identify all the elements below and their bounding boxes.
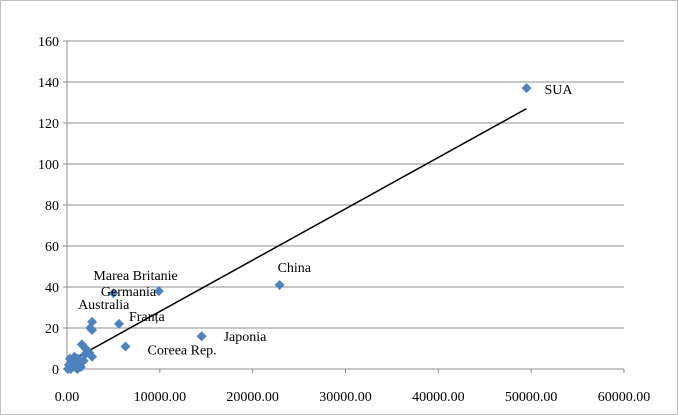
point-label: Coreea Rep. bbox=[147, 343, 216, 358]
point-label: SUA bbox=[545, 83, 574, 98]
y-tick-label: 60 bbox=[45, 240, 59, 255]
data-point bbox=[79, 349, 90, 360]
y-tick-label: 40 bbox=[45, 281, 59, 296]
x-tick-label: 0.00 bbox=[55, 390, 80, 405]
data-point bbox=[153, 286, 164, 297]
point-label: Franța bbox=[129, 310, 166, 325]
point-label: China bbox=[278, 261, 312, 276]
data-point bbox=[113, 318, 124, 329]
x-tick-label: 20000.00 bbox=[226, 390, 279, 405]
point-label: Germania bbox=[101, 285, 157, 300]
y-tick-label: 140 bbox=[38, 76, 59, 91]
data-point bbox=[108, 288, 119, 299]
data-point bbox=[87, 351, 98, 362]
point-label: Australia bbox=[78, 298, 130, 313]
data-point bbox=[78, 355, 89, 366]
trendline bbox=[66, 107, 527, 364]
x-tick-label: 10000.00 bbox=[134, 390, 187, 405]
data-point bbox=[65, 364, 76, 374]
y-tick-label: 120 bbox=[38, 117, 59, 132]
data-point bbox=[196, 331, 207, 342]
point-label: Marea Britanie bbox=[93, 269, 177, 284]
y-tick-label: 160 bbox=[38, 35, 59, 50]
data-point bbox=[120, 341, 131, 352]
x-tick-label: 40000.00 bbox=[412, 390, 465, 405]
data-point bbox=[521, 83, 532, 94]
y-tick-label: 100 bbox=[38, 158, 59, 173]
x-tick-label: 30000.00 bbox=[319, 390, 372, 405]
y-tick-label: 0 bbox=[52, 363, 59, 378]
x-tick-label: 60000.00 bbox=[598, 390, 651, 405]
y-tick-label: 20 bbox=[45, 322, 59, 337]
x-tick-label: 50000.00 bbox=[505, 390, 558, 405]
point-label: Japonia bbox=[224, 330, 268, 345]
data-point bbox=[72, 364, 83, 374]
data-point bbox=[274, 279, 285, 290]
data-point bbox=[85, 323, 96, 333]
y-tick-label: 80 bbox=[45, 199, 59, 214]
